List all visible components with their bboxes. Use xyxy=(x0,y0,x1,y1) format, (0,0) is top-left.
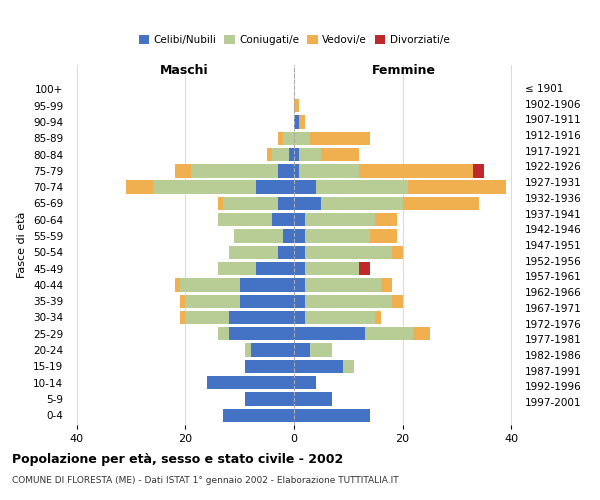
Bar xyxy=(251,344,294,356)
Bar xyxy=(413,327,430,340)
Bar xyxy=(278,197,294,210)
Y-axis label: Fasce di età: Fasce di età xyxy=(17,212,28,278)
Bar xyxy=(294,376,316,390)
Bar xyxy=(175,278,180,291)
Bar xyxy=(175,164,191,177)
Bar xyxy=(223,408,294,422)
Bar xyxy=(294,213,305,226)
Bar xyxy=(294,360,343,373)
Text: COMUNE DI FLORESTA (ME) - Dati ISTAT 1° gennaio 2002 - Elaborazione TUTTITALIA.I: COMUNE DI FLORESTA (ME) - Dati ISTAT 1° … xyxy=(12,476,398,485)
Bar xyxy=(294,278,305,291)
Bar xyxy=(256,180,294,194)
Y-axis label: Anni di nascita: Anni di nascita xyxy=(598,204,600,286)
Bar xyxy=(321,148,359,162)
Bar xyxy=(294,327,365,340)
Bar xyxy=(272,148,289,162)
Bar xyxy=(294,246,305,259)
Bar xyxy=(294,99,299,112)
Bar xyxy=(294,294,305,308)
Bar xyxy=(272,213,294,226)
Legend: Celibi/Nubili, Coniugati/e, Vedovi/e, Divorziati/e: Celibi/Nubili, Coniugati/e, Vedovi/e, Di… xyxy=(134,30,454,49)
Bar xyxy=(218,197,223,210)
Bar xyxy=(294,392,332,406)
Bar xyxy=(283,230,294,242)
Text: Maschi: Maschi xyxy=(160,64,209,77)
Bar xyxy=(245,344,251,356)
Bar xyxy=(294,180,316,194)
Bar xyxy=(267,148,272,162)
Bar xyxy=(191,164,278,177)
Bar xyxy=(218,213,272,226)
Bar xyxy=(305,246,392,259)
Bar xyxy=(256,262,294,276)
Bar xyxy=(294,344,310,356)
Bar xyxy=(229,311,294,324)
Bar xyxy=(305,278,381,291)
Bar xyxy=(310,132,370,145)
Bar xyxy=(245,360,294,373)
Bar xyxy=(294,164,299,177)
Bar xyxy=(299,164,359,177)
Bar xyxy=(223,197,278,210)
Bar xyxy=(126,180,153,194)
Bar xyxy=(305,262,359,276)
Bar xyxy=(283,132,294,145)
Text: Popolazione per età, sesso e stato civile - 2002: Popolazione per età, sesso e stato civil… xyxy=(12,452,343,466)
Bar xyxy=(294,230,305,242)
Bar xyxy=(180,294,185,308)
Bar xyxy=(473,164,484,177)
Bar xyxy=(299,148,321,162)
Bar xyxy=(370,230,397,242)
Bar xyxy=(294,262,305,276)
Bar xyxy=(234,230,283,242)
Bar xyxy=(305,294,392,308)
Bar xyxy=(403,197,479,210)
Bar xyxy=(245,392,294,406)
Bar xyxy=(376,311,381,324)
Bar xyxy=(240,278,294,291)
Bar xyxy=(180,278,240,291)
Bar xyxy=(185,294,240,308)
Bar xyxy=(381,278,392,291)
Bar xyxy=(278,164,294,177)
Bar xyxy=(289,148,294,162)
Bar xyxy=(180,311,185,324)
Bar xyxy=(218,262,256,276)
Bar xyxy=(376,213,397,226)
Bar xyxy=(185,311,229,324)
Bar xyxy=(305,230,370,242)
Bar xyxy=(321,197,403,210)
Bar xyxy=(294,197,321,210)
Bar xyxy=(310,344,332,356)
Bar xyxy=(299,116,305,128)
Bar xyxy=(392,246,403,259)
Bar xyxy=(316,180,408,194)
Bar xyxy=(392,294,403,308)
Bar xyxy=(408,180,506,194)
Bar xyxy=(294,132,310,145)
Bar xyxy=(229,327,294,340)
Text: Femmine: Femmine xyxy=(371,64,436,77)
Bar xyxy=(294,148,299,162)
Bar xyxy=(240,294,294,308)
Bar xyxy=(278,132,283,145)
Bar xyxy=(359,164,473,177)
Bar xyxy=(278,246,294,259)
Bar xyxy=(294,408,370,422)
Bar xyxy=(207,376,294,390)
Bar xyxy=(294,311,305,324)
Bar xyxy=(359,262,370,276)
Bar xyxy=(294,116,299,128)
Bar xyxy=(218,327,229,340)
Bar xyxy=(305,213,376,226)
Bar xyxy=(229,246,278,259)
Bar xyxy=(343,360,354,373)
Bar xyxy=(153,180,256,194)
Bar xyxy=(365,327,413,340)
Bar xyxy=(305,311,376,324)
